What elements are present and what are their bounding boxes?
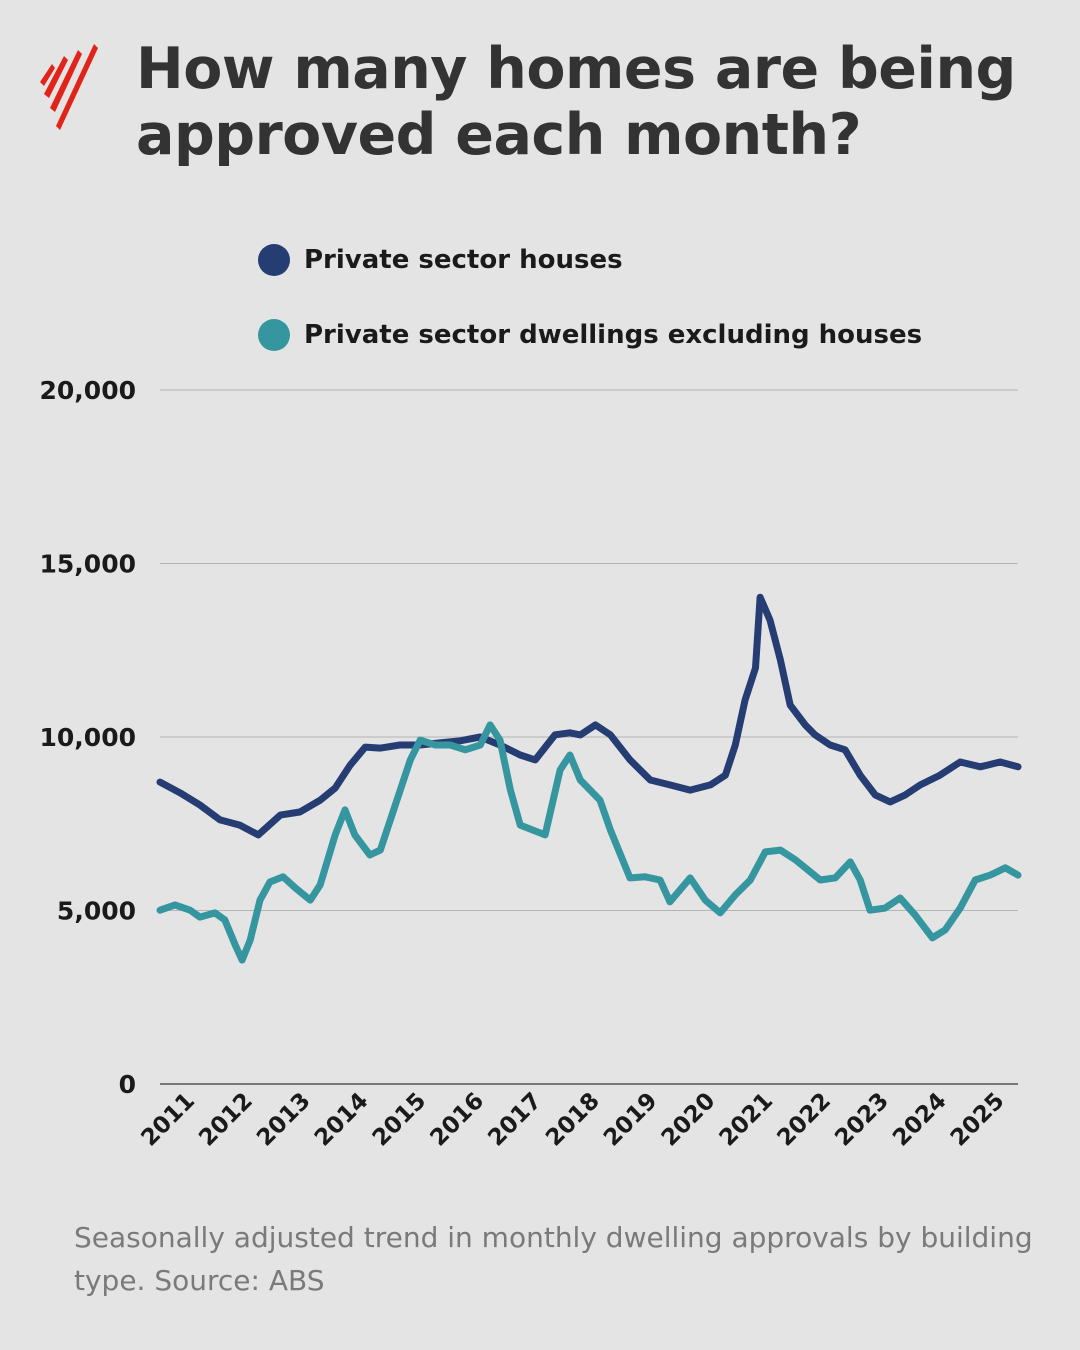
- legend-dot-icon: [258, 244, 290, 276]
- x-tick-label: 2025: [946, 1088, 1010, 1152]
- x-tick-label: 2015: [368, 1088, 432, 1152]
- x-tick-label: 2022: [772, 1088, 836, 1152]
- x-tick-label: 2020: [657, 1088, 721, 1152]
- series-line-houses: [156, 593, 1022, 839]
- x-tick-label: 2018: [541, 1088, 605, 1152]
- y-tick-label: 15,000: [40, 550, 136, 579]
- sbs-logo: [40, 44, 98, 130]
- legend-item-houses: Private sector houses: [258, 244, 623, 276]
- x-tick-label: 2017: [483, 1088, 547, 1152]
- y-tick-label: 20,000: [40, 376, 136, 405]
- x-tick-label: 2021: [715, 1088, 779, 1152]
- legend-label: Private sector dwellings excluding house…: [304, 320, 923, 350]
- series-line-dwellings-excl-houses: [156, 721, 1022, 964]
- y-tick-label: 10,000: [40, 723, 136, 752]
- x-tick-label: 2019: [599, 1088, 663, 1152]
- x-tick-label: 2024: [888, 1088, 952, 1152]
- x-tick-label: 2023: [830, 1088, 894, 1152]
- legend-dot-icon: [258, 319, 290, 351]
- x-tick-label: 2012: [194, 1088, 258, 1152]
- legend-label: Private sector houses: [304, 245, 623, 275]
- x-tick-label: 2013: [252, 1088, 316, 1152]
- chart-caption: Seasonally adjusted trend in monthly dwe…: [74, 1221, 1033, 1297]
- legend-item-dwellings: Private sector dwellings excluding house…: [258, 319, 922, 351]
- x-tick-label: 2011: [136, 1088, 200, 1152]
- x-tick-label: 2016: [426, 1088, 490, 1152]
- page-title: How many homes are being approved each m…: [136, 36, 1016, 168]
- y-tick-label: 5,000: [57, 897, 136, 926]
- y-tick-label: 0: [119, 1070, 136, 1099]
- x-tick-label: 2014: [310, 1088, 374, 1152]
